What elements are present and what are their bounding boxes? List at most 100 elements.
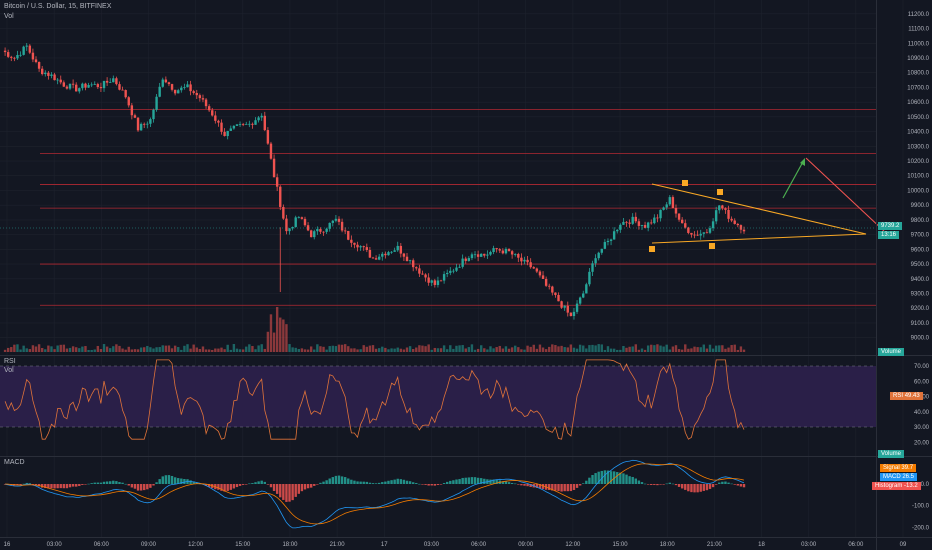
volume-bar bbox=[68, 347, 72, 352]
macd-title[interactable]: MACD bbox=[4, 459, 25, 466]
volume-bar bbox=[742, 349, 746, 352]
histogram-bar bbox=[303, 484, 307, 490]
volume-bar bbox=[718, 345, 721, 352]
volume-bar bbox=[560, 345, 563, 352]
volume-bar bbox=[143, 347, 146, 352]
rsi-tick-label: 40.00 bbox=[914, 410, 930, 416]
candlesticks[interactable] bbox=[3, 43, 746, 320]
target-line[interactable] bbox=[805, 157, 885, 232]
histogram-bar bbox=[415, 482, 418, 484]
symbol-title[interactable]: Bitcoin / U.S. Dollar, 15, BITFINEX bbox=[4, 3, 112, 10]
pivot-marker[interactable] bbox=[649, 246, 655, 252]
volume-bar bbox=[90, 349, 93, 352]
rsi-vol-label[interactable]: Vol bbox=[4, 367, 14, 374]
volume-bar bbox=[377, 348, 381, 352]
histogram-bar bbox=[285, 484, 288, 502]
candle bbox=[510, 251, 514, 255]
volume-bar bbox=[118, 345, 121, 352]
candle bbox=[650, 222, 653, 224]
pivot-marker[interactable] bbox=[717, 189, 723, 195]
price-tick-label: 9000.0 bbox=[911, 336, 930, 342]
histogram-bar bbox=[446, 481, 449, 484]
volume-bar bbox=[180, 349, 183, 352]
histogram-bar bbox=[721, 481, 724, 484]
candle bbox=[220, 122, 223, 132]
volume-bar bbox=[37, 344, 41, 352]
histogram-bar bbox=[84, 484, 87, 485]
histogram-bar bbox=[699, 484, 702, 492]
candle bbox=[415, 267, 418, 269]
volume-bar bbox=[260, 344, 263, 352]
histogram-bar bbox=[152, 484, 155, 486]
histogram-bar bbox=[340, 476, 344, 484]
histogram-bar bbox=[109, 481, 112, 484]
histogram-bar bbox=[127, 484, 130, 486]
volume-bar bbox=[612, 348, 616, 352]
candle bbox=[693, 234, 696, 236]
volume-indicator-label[interactable]: Vol bbox=[4, 13, 14, 20]
volume-bar bbox=[105, 346, 109, 352]
candle bbox=[529, 262, 532, 268]
histogram-bar bbox=[47, 484, 50, 489]
histogram-bar bbox=[59, 484, 62, 489]
symmetrical-triangle[interactable] bbox=[651, 183, 867, 244]
histogram-bar bbox=[439, 484, 443, 485]
candle bbox=[442, 274, 446, 281]
volume-bar bbox=[575, 348, 579, 352]
pivot-marker[interactable] bbox=[709, 243, 715, 249]
volume-bar bbox=[149, 347, 152, 352]
volume-bar bbox=[303, 349, 307, 352]
volume-bar bbox=[325, 349, 328, 352]
candle bbox=[402, 253, 406, 257]
candle bbox=[504, 248, 508, 254]
histogram-bar bbox=[399, 479, 403, 484]
time-tick-label: 16 bbox=[4, 542, 11, 548]
candle bbox=[739, 225, 743, 230]
macd-tick-label: 0.0 bbox=[921, 482, 930, 488]
time-tick-label: 06:00 bbox=[848, 542, 864, 548]
candle bbox=[390, 251, 393, 253]
histogram-bar bbox=[483, 478, 486, 484]
candle bbox=[260, 115, 263, 118]
rsi-title[interactable]: RSI bbox=[4, 358, 16, 365]
histogram-bar bbox=[195, 482, 198, 484]
candle bbox=[585, 284, 588, 294]
candle bbox=[486, 254, 489, 256]
histogram-bar bbox=[690, 484, 693, 493]
volume-bar bbox=[473, 349, 477, 352]
histogram-bar bbox=[705, 484, 709, 491]
candle bbox=[331, 220, 335, 223]
histogram-bar bbox=[396, 478, 399, 484]
candle bbox=[300, 217, 304, 219]
histogram-bar bbox=[158, 479, 161, 484]
candle bbox=[161, 79, 164, 87]
breakout-arrow-line[interactable] bbox=[782, 159, 805, 199]
volume-bar bbox=[300, 348, 304, 352]
volume-bar bbox=[87, 349, 90, 352]
volume-bar bbox=[248, 344, 251, 352]
price-tick-label: 10400.0 bbox=[907, 130, 929, 136]
volume-bar bbox=[708, 344, 712, 352]
time-tick-label: 03:00 bbox=[47, 542, 63, 548]
histogram-bar bbox=[266, 484, 270, 485]
pattern-drawings[interactable] bbox=[649, 157, 885, 252]
volume-bar bbox=[71, 346, 75, 352]
time-tick-label: 21:00 bbox=[330, 542, 346, 548]
pivot-marker[interactable] bbox=[682, 180, 688, 186]
candle bbox=[263, 115, 266, 131]
candle bbox=[619, 224, 622, 230]
volume-bar bbox=[28, 349, 32, 352]
volume-bar bbox=[653, 345, 656, 352]
histogram-bar bbox=[294, 484, 297, 497]
volume-bar bbox=[22, 345, 25, 352]
histogram-bar bbox=[442, 482, 446, 484]
volume-bar bbox=[266, 331, 270, 352]
histogram-bar bbox=[430, 484, 433, 486]
volume-bar bbox=[387, 349, 390, 352]
volume-bar bbox=[328, 346, 331, 352]
volume-bar bbox=[535, 348, 539, 352]
candle bbox=[699, 233, 702, 236]
volume-bar bbox=[628, 346, 631, 352]
